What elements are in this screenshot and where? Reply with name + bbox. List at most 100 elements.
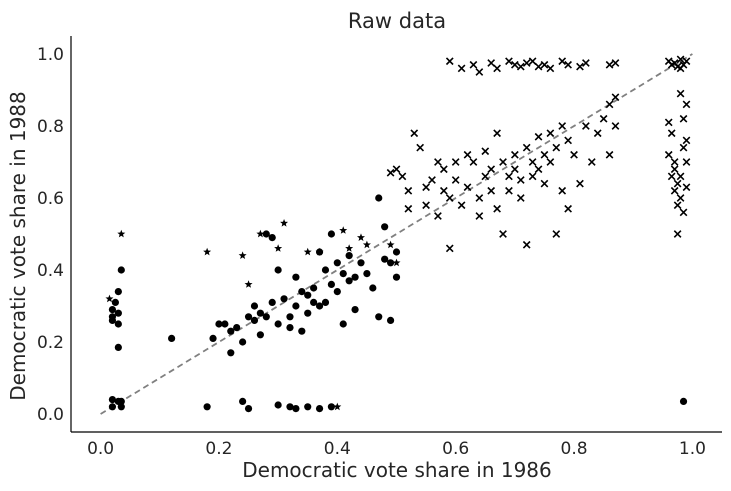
data-point-x [398,172,407,181]
data-point-x [593,129,602,138]
data-point-circle [114,288,122,296]
data-point-circle [274,401,282,409]
data-point-circle [357,259,365,267]
data-point-circle [298,327,306,335]
data-point-x [451,176,460,184]
data-point-x [676,64,685,73]
data-point-x [670,165,679,174]
data-point-x [404,204,413,213]
data-point-circle [262,313,270,321]
x-tick-label: 0.0 [87,439,114,459]
plot-axes [70,36,722,433]
y-tick-label: 0.0 [37,405,64,425]
x-tick-label: 0.6 [442,439,469,459]
data-point-x [386,168,395,177]
data-point-x [552,230,561,238]
x-tick-label: 0.8 [561,439,588,459]
data-point-circle [327,230,335,238]
data-point-x [422,183,430,192]
data-point-x [673,179,682,188]
data-point-x [667,60,676,69]
data-point-x [457,201,466,210]
data-point-circle [286,403,294,411]
data-point-circle [280,295,288,303]
data-point-circle [111,298,119,306]
data-point-circle [108,316,117,324]
data-point-circle [108,403,117,411]
data-point-star [345,244,354,252]
data-point-circle [274,320,282,328]
data-point-x [445,244,454,253]
y-tick-label: 0.4 [37,261,64,281]
data-point-x [682,136,691,145]
data-point-circle [310,284,318,292]
data-point-x [605,60,614,69]
data-point-x [558,186,567,195]
data-point-circle [262,230,270,238]
data-point-circle [292,405,300,413]
data-point-x [611,59,620,67]
data-point-x [564,136,572,145]
data-point-circle [375,313,383,321]
data-point-circle [227,349,235,357]
data-point-x [582,59,590,67]
x-axis-ticks: 0.0 0.2 0.4 0.6 0.8 1.0 [87,439,706,459]
data-point-x [540,179,549,188]
data-point-star [362,240,371,249]
y-axis-ticks: 0.0 0.2 0.4 0.6 0.8 1.0 [37,45,64,425]
data-point-x [516,62,525,71]
data-point-x [611,93,620,102]
data-point-circle [168,334,176,342]
data-point-x [679,143,688,152]
data-point-circle [310,298,318,306]
data-point-x [457,64,466,73]
data-point-circle [679,397,688,405]
data-point-x [404,186,413,195]
identity-reference-line [100,53,693,415]
data-point-circle [256,331,264,339]
data-point-x [682,158,691,166]
data-point-x [499,230,507,238]
data-point-x [528,172,537,181]
x-tick-label: 0.4 [324,439,351,459]
data-point-x [510,150,519,159]
data-point-x [481,172,490,181]
data-point-x [493,129,501,138]
data-point-x [552,143,561,152]
data-point-circle [292,302,300,310]
data-point-x [439,186,448,195]
data-point-circle [203,403,211,411]
data-point-x [582,122,590,130]
data-point-x [463,183,472,192]
data-point-star [244,280,253,288]
data-point-x [673,201,682,210]
data-point-star [105,294,114,303]
data-point-star [392,258,401,267]
data-point-x [493,64,501,73]
data-point-x [667,172,676,181]
data-point-x [676,55,685,64]
data-point-x [670,186,679,195]
data-point-star [333,402,342,411]
data-point-star [315,247,324,256]
data-point-x [493,204,501,213]
data-point-circle [227,327,235,335]
data-point-circle [386,259,395,267]
data-point-circle [351,273,359,281]
data-point-x [469,158,478,166]
data-point-circle [315,405,324,413]
data-point-circle [333,259,341,267]
data-point-x [546,129,555,138]
y-axis-label: Democratic vote share in 1988 [6,91,30,401]
data-point-x [667,129,676,138]
data-point-x [528,158,537,166]
data-point-circle [286,313,294,321]
data-point-circle [386,316,395,324]
data-point-x [664,118,673,127]
data-point-x [475,194,484,202]
data-point-x [475,212,484,220]
data-point-x [469,60,478,69]
data-point-x [564,60,572,69]
data-point-x [445,57,454,66]
